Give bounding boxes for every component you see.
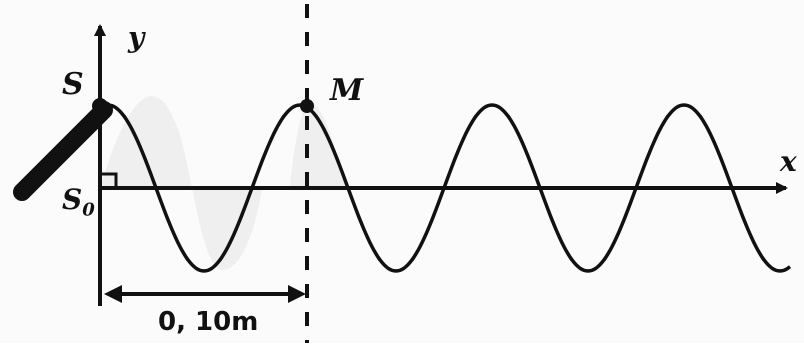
point-m-label: M — [330, 73, 364, 108]
source-rest-letter: S — [62, 183, 83, 216]
wave-curve — [99, 103, 792, 273]
source-rest-subscript: 0 — [82, 199, 95, 221]
right-angle-mark — [100, 172, 118, 188]
source-label: S — [62, 67, 84, 102]
y-axis-label: y — [128, 21, 145, 54]
x-axis-label: x — [780, 145, 797, 178]
vibrator-rod — [13, 101, 113, 201]
distance-label: 0, 10m — [158, 307, 259, 337]
source-point — [92, 98, 108, 114]
source-rest-label: S0 — [62, 186, 95, 220]
distance-arrow-right-head — [288, 285, 306, 303]
distance-arrow-left-head — [104, 285, 122, 303]
wave-shading — [100, 96, 350, 270]
point-m-dot — [300, 99, 314, 113]
